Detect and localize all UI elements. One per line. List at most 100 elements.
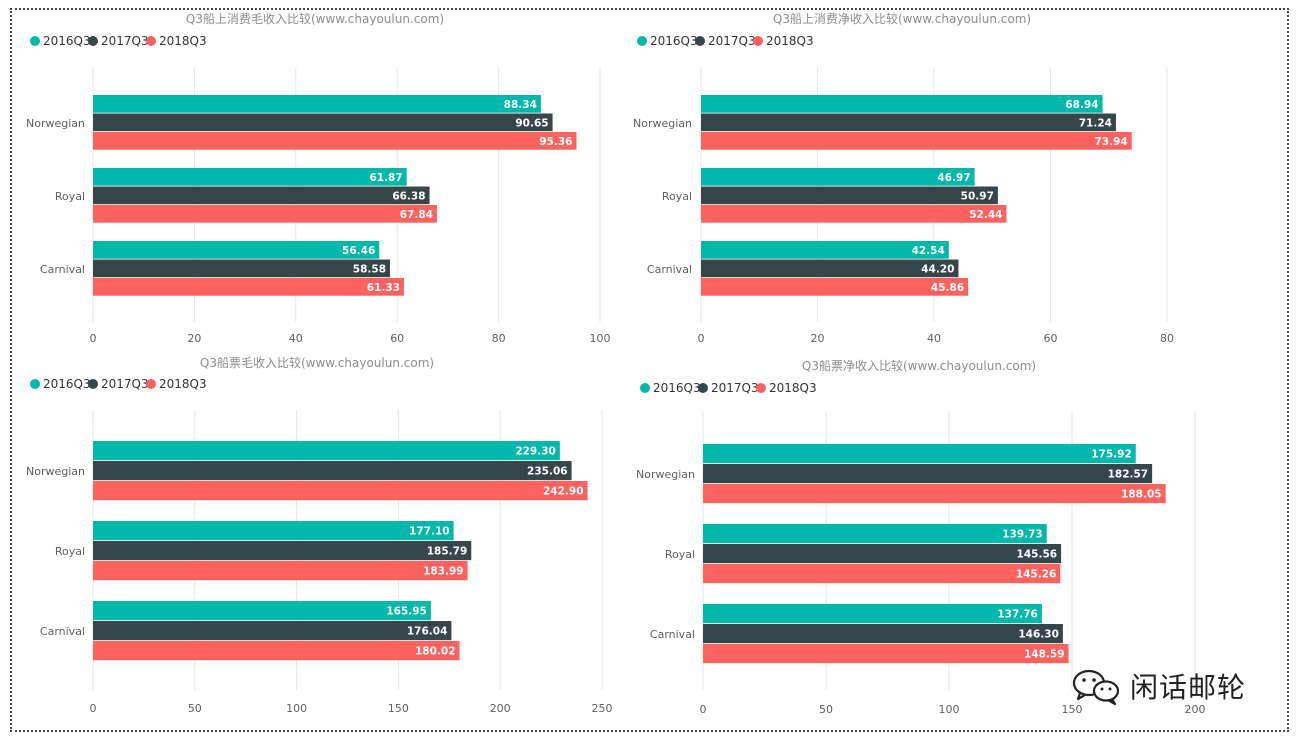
- bar: [703, 444, 1136, 464]
- legend-marker: [146, 36, 156, 46]
- category-label: Royal: [55, 545, 85, 558]
- bar: [93, 601, 431, 621]
- data-label: 42.54: [912, 245, 945, 257]
- bar: [93, 241, 380, 259]
- data-label: 46.97: [937, 172, 970, 184]
- watermark-text: 闲话邮轮: [1130, 671, 1247, 704]
- data-label: 175.92: [1091, 449, 1132, 461]
- dashboard-frame: [10, 8, 1289, 732]
- data-label: 66.38: [392, 190, 425, 202]
- x-tick-label: 0: [90, 702, 97, 715]
- legend-marker: [88, 379, 98, 389]
- wechat-icon: [1072, 669, 1120, 706]
- bar: [703, 564, 1061, 584]
- x-tick-label: 20: [187, 332, 201, 345]
- chart-root: Q3船票净收入比较(www.chayoulun.com) 2016Q3 2017Q3…: [636, 358, 1206, 716]
- bar: [703, 624, 1063, 644]
- bar: [703, 644, 1069, 664]
- legend-label: 2017Q3: [101, 34, 149, 48]
- legend-marker: [756, 383, 766, 393]
- bar: [93, 186, 430, 205]
- data-label: 44.20: [921, 263, 954, 275]
- category-label: Royal: [55, 190, 85, 203]
- chart-title: Q3船上消费净收入比较(www.chayoulun.com): [773, 11, 1031, 26]
- data-label: 177.10: [409, 526, 450, 538]
- bar: [93, 259, 391, 278]
- bar: [93, 461, 572, 481]
- bar: [93, 278, 404, 296]
- legend-marker: [640, 383, 650, 393]
- data-label: 188.05: [1121, 489, 1162, 501]
- data-label: 165.95: [386, 606, 427, 618]
- bar: [93, 541, 472, 561]
- chart-ticket-net-revenue: Q3船票净收入比较(www.chayoulun.com) 2016Q3 2017Q3…: [636, 355, 1301, 742]
- x-tick-label: 60: [1044, 332, 1058, 345]
- x-tick-label: 80: [492, 332, 506, 345]
- data-label: 145.56: [1017, 549, 1058, 561]
- legend-marker: [753, 36, 763, 46]
- legend-label: 2017Q3: [708, 34, 756, 48]
- bar: [93, 481, 588, 501]
- category-label: Norwegian: [26, 117, 85, 130]
- chart-root: Q3船上消费毛收入比较(www.chayoulun.com) 2016Q3 2017…: [26, 11, 611, 345]
- bar: [701, 259, 959, 278]
- data-label: 180.02: [415, 646, 456, 658]
- data-label: 61.33: [367, 282, 400, 294]
- data-label: 68.94: [1065, 99, 1098, 111]
- category-label: Carnival: [40, 263, 85, 276]
- bar: [93, 641, 460, 661]
- chart-title: Q3船票净收入比较(www.chayoulun.com): [802, 358, 1036, 373]
- data-label: 137.76: [997, 609, 1038, 621]
- x-tick-label: 40: [289, 332, 303, 345]
- data-label: 183.99: [423, 566, 464, 578]
- legend-label: 2017Q3: [711, 381, 759, 395]
- chart-title: Q3船上消费毛收入比较(www.chayoulun.com): [186, 11, 444, 26]
- chart-onboard-gross-revenue: Q3船上消费毛收入比较(www.chayoulun.com) 2016Q3 2017…: [0, 0, 640, 360]
- chart-onboard-net-revenue: Q3船上消费净收入比较(www.chayoulun.com) 2016Q3 2017…: [633, 0, 1301, 360]
- chart-svg: Q3船票毛收入比较(www.chayoulun.com) 2016Q3 2017Q3…: [26, 355, 613, 715]
- data-label: 148.59: [1024, 649, 1065, 661]
- x-tick-label: 0: [700, 703, 707, 716]
- legend-marker: [30, 379, 40, 389]
- bar: [701, 205, 1007, 223]
- legend-label: 2016Q3: [653, 381, 701, 395]
- x-tick-label: 0: [698, 332, 705, 345]
- legend-marker: [695, 36, 705, 46]
- bar: [93, 441, 560, 461]
- bar: [703, 544, 1062, 564]
- x-tick-label: 60: [390, 332, 404, 345]
- x-tick-label: 20: [811, 332, 825, 345]
- legend-label: 2018Q3: [159, 34, 207, 48]
- legend-marker: [698, 383, 708, 393]
- bar: [701, 132, 1132, 150]
- data-label: 95.36: [539, 136, 572, 148]
- x-tick-label: 50: [819, 703, 833, 716]
- data-label: 139.73: [1002, 529, 1043, 541]
- bar: [93, 113, 553, 132]
- bar: [93, 205, 437, 223]
- category-label: Royal: [662, 190, 692, 203]
- legend-marker: [30, 36, 40, 46]
- bar: [703, 484, 1166, 504]
- data-label: 182.57: [1108, 469, 1149, 481]
- data-label: 73.94: [1094, 136, 1127, 148]
- chart-svg: Q3船票净收入比较(www.chayoulun.com) 2016Q3 2017Q3…: [636, 358, 1206, 716]
- x-tick-label: 200: [490, 702, 511, 715]
- data-label: 56.46: [342, 245, 375, 257]
- bar: [703, 604, 1042, 624]
- x-tick-label: 0: [90, 332, 97, 345]
- bar: [701, 168, 975, 186]
- bar: [703, 524, 1047, 544]
- bar: [701, 95, 1103, 113]
- data-label: 52.44: [969, 209, 1002, 221]
- data-label: 145.26: [1016, 569, 1057, 581]
- category-label: Carnival: [40, 625, 85, 638]
- category-label: Norwegian: [636, 468, 695, 481]
- bar: [93, 621, 452, 641]
- legend-label: 2018Q3: [769, 381, 817, 395]
- bar: [93, 561, 468, 581]
- bar: [701, 113, 1116, 132]
- watermark: 闲话邮轮: [1070, 664, 1246, 708]
- data-label: 242.90: [543, 486, 584, 498]
- chart-svg: Q3船上消费毛收入比较(www.chayoulun.com) 2016Q3 2017…: [26, 11, 611, 345]
